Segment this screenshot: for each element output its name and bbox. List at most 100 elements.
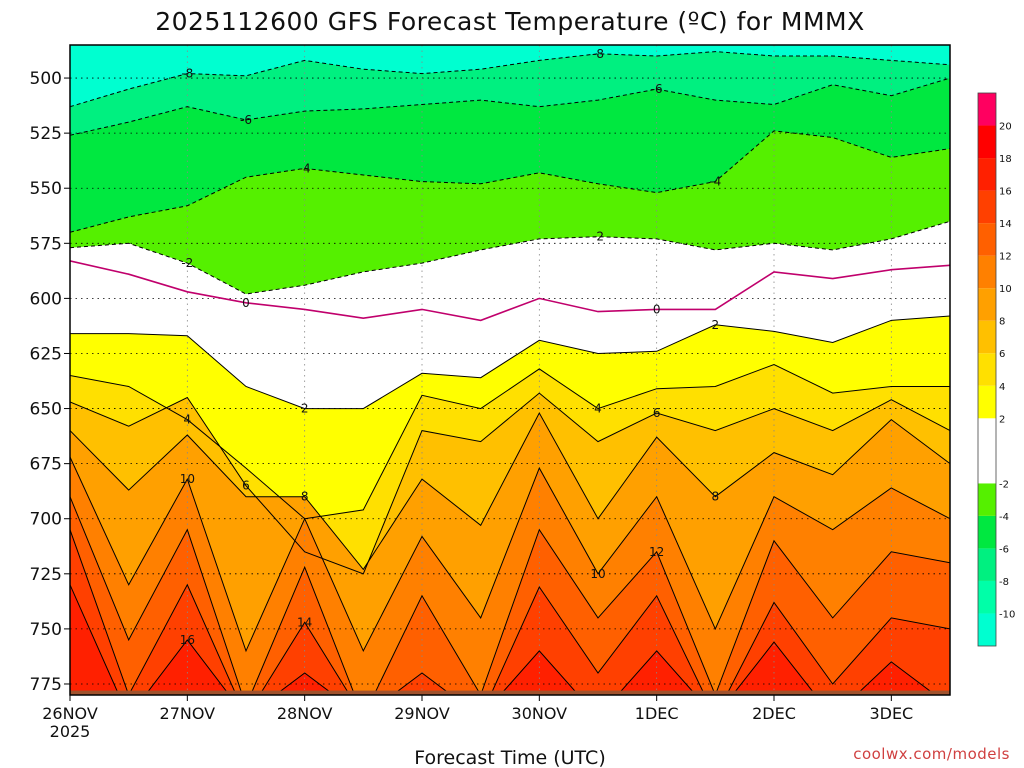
isotherm-line-positive [70,496,950,695]
isotherm-line-positive [70,392,950,575]
isotherm-label: 4 [184,413,192,427]
x-tick-label: 27NOV [160,704,216,723]
isotherm-label: 2 [712,318,720,332]
y-tick-label: 675 [30,455,62,475]
terrain-surface [70,690,950,695]
x-tick-sublabel: 2025 [50,722,91,741]
isotherm-line-zero [70,260,950,322]
colorbar-swatch [978,190,996,224]
isotherm-label: 12 [649,545,664,559]
colorbar-label: -10 [999,609,1015,620]
temperature-bands [70,51,950,695]
y-tick-label: 575 [30,234,62,254]
colorbar-swatch [978,223,996,256]
colorbar-frame [977,92,997,647]
colorbar-swatch [978,158,996,191]
isotherm-label: -4 [709,175,721,189]
isotherm-label: -2 [592,230,604,244]
plot-area: -8 -8 -6 -6 -4 -4 -2 -2 0 0 2 2 4 4 6 6 8 8 10 10 12 14 16 [70,45,950,695]
colorbar-label: -8 [999,577,1009,588]
colorbar-label: -2 [999,479,1009,490]
grid-lines [70,45,950,695]
colorbar-swatch [978,515,996,549]
colorbar-swatch [978,483,996,516]
y-tick-label: 525 [30,124,62,144]
x-axis-label: Forecast Time (UTC) [414,747,605,768]
isotherm-label: 2 [301,402,309,416]
colorbar-swatch [978,580,996,614]
isotherm-line-negative [70,130,950,233]
y-tick-label: 775 [30,675,62,695]
x-tick-label: 29NOV [394,704,450,723]
colorbar-label: 16 [999,187,1012,198]
isotherm-line-positive [70,529,950,695]
colorbar-swatch [978,288,996,321]
isotherm-label: 0 [242,296,250,310]
x-tick-label: 26NOV [42,704,98,723]
isotherm-line-negative [70,51,950,108]
isotherm-line-positive [70,363,950,520]
colorbar-label: 4 [999,382,1005,393]
isotherm-line-positive [70,584,937,695]
colorbar-swatch [978,385,996,419]
colorbar-swatch [978,613,996,646]
isotherm-label: 6 [242,479,250,493]
isotherm-line-negative [70,77,950,136]
x-tick-label: 1DEC [635,704,679,723]
colorbar-label: 2 [999,414,1005,425]
isotherm-label: -8 [181,67,193,81]
isotherm-line-negative [70,220,950,295]
y-tick-label: 600 [30,289,62,309]
isotherm-lines [70,51,950,695]
colorbar-label: 20 [999,122,1012,133]
isotherm-label: -8 [592,47,604,61]
credit-link[interactable]: coolwx.com/models [853,745,1010,763]
colorbar-swatch [978,418,996,484]
isotherm-label: 8 [301,490,309,504]
colorbar-label: 18 [999,154,1012,165]
isotherm-label: 10 [180,472,195,486]
isotherm-label: -6 [240,113,252,127]
isotherm-line-positive [70,315,950,410]
y-tick-label: 500 [30,69,62,89]
colorbar-label: -4 [999,512,1009,523]
colorbar-label: 6 [999,349,1005,360]
isotherm-label: -2 [181,256,193,270]
plot-frame [69,44,951,696]
y-tick-label: 700 [30,510,62,530]
colorbar-swatch [978,353,996,386]
y-tick-label: 625 [30,344,62,364]
isotherm-label: 0 [653,302,661,316]
y-tick-label: 650 [30,400,62,420]
temperature-band [70,584,936,695]
x-tick-label: 3DEC [869,704,913,723]
y-tick-label: 750 [30,620,62,640]
isotherm-line-positive [70,411,950,571]
x-tick-label: 2DEC [752,704,796,723]
colorbar-label: 10 [999,284,1012,295]
isotherm-label: 4 [594,402,602,416]
x-tick-label: 30NOV [512,704,568,723]
colorbar-swatch [978,93,996,126]
colorbar-swatch [978,548,996,581]
isotherm-label: -4 [299,161,311,175]
isotherm-label: 8 [712,490,720,504]
y-tick-label: 550 [30,179,62,199]
chart-title: 2025112600 GFS Forecast Temperature (ºC)… [155,7,865,36]
isotherm-label: 6 [653,406,661,420]
isotherm-labels: -8 -8 -6 -6 -4 -4 -2 -2 0 0 2 2 4 4 6 6 8 8 10 10 12 14 16 [180,47,722,647]
isotherm-label: 14 [297,615,312,629]
y-axis: 500 525 550 575 600 625 650 675 700 725 750 775 [30,69,70,695]
y-tick-label: 725 [30,565,62,585]
isotherm-label: -6 [651,82,663,96]
colorbar-label: -6 [999,544,1009,555]
colorbar-label: 8 [999,317,1005,328]
colorbar-swatch [978,125,996,159]
x-tick-label: 28NOV [277,704,333,723]
isotherm-label: 16 [180,633,195,647]
isotherm-line-positive [70,456,950,653]
colorbar-label: 12 [999,252,1012,263]
colorbar-legend: 20 18 16 14 12 10 8 6 4 2 -2 -4 -6 -8 -10 [977,92,1015,647]
